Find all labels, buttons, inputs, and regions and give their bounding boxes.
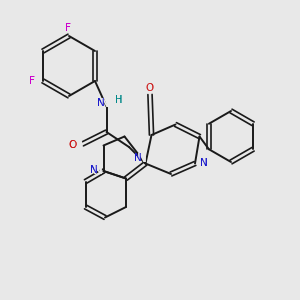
Text: O: O — [69, 140, 77, 150]
Text: H: H — [111, 95, 120, 105]
Text: N: N — [97, 98, 105, 109]
Text: N: N — [100, 97, 110, 110]
Text: O: O — [145, 81, 155, 94]
Text: N: N — [90, 165, 98, 176]
Text: N: N — [195, 156, 206, 170]
Text: N: N — [200, 158, 208, 168]
Text: H: H — [116, 95, 123, 105]
Text: H: H — [116, 95, 123, 105]
Text: O: O — [146, 83, 154, 93]
Text: N: N — [93, 164, 103, 177]
Text: O: O — [69, 140, 77, 150]
Text: N: N — [90, 165, 98, 176]
Text: O: O — [146, 83, 154, 93]
Text: N: N — [200, 158, 208, 168]
Text: F: F — [64, 22, 70, 33]
Text: N: N — [134, 153, 142, 163]
Text: N: N — [134, 153, 142, 163]
Text: N: N — [137, 152, 147, 165]
Text: O: O — [72, 138, 82, 151]
Text: N: N — [97, 98, 105, 109]
Text: F: F — [29, 76, 34, 86]
Text: F: F — [29, 76, 34, 86]
Text: F: F — [64, 22, 70, 33]
